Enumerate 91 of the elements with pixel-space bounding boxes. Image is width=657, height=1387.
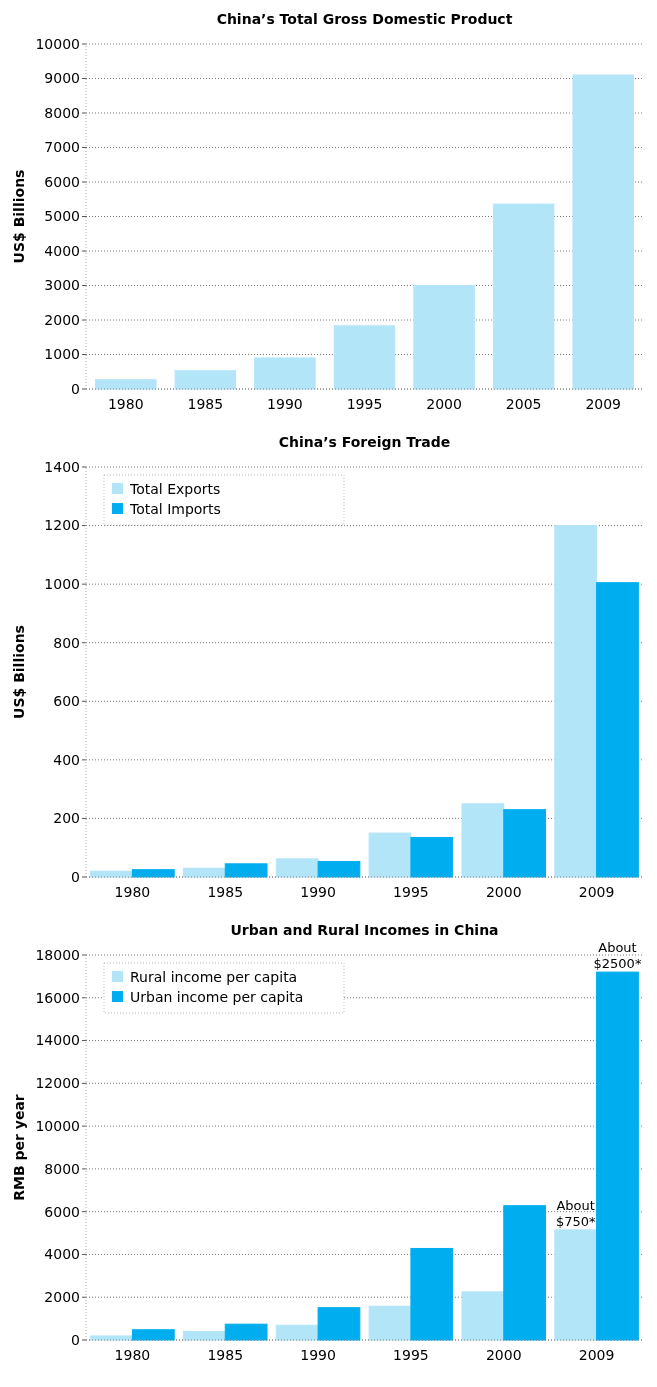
y-tick-label: 400: [53, 751, 80, 768]
bar: [182, 867, 226, 878]
y-tick-label: 12000: [35, 1075, 80, 1092]
x-tick-label: 1995: [393, 1347, 429, 1363]
bar: [224, 1323, 268, 1341]
annotation: About $750*: [555, 1197, 596, 1229]
bar: [275, 858, 319, 878]
chart-title: Urban and Rural Incomes in China: [230, 922, 499, 938]
bar: [174, 370, 237, 390]
y-tick-label: 7000: [44, 139, 80, 156]
bar: [254, 357, 316, 390]
bar: [410, 836, 454, 878]
bar: [275, 1324, 319, 1341]
y-tick-label: 200: [53, 810, 80, 827]
x-tick-label: 2000: [485, 1347, 522, 1363]
annotation: About $2500*: [593, 940, 642, 972]
bar: [492, 203, 555, 390]
y-axis-title: US$ Billions: [11, 625, 27, 719]
bar: [596, 971, 639, 1341]
legend-label: Total Exports: [129, 480, 221, 497]
x-tick-label: 2005: [505, 396, 542, 412]
y-tick-label: 0: [71, 868, 80, 885]
bar: [90, 1335, 133, 1341]
x-tick-label: 1995: [346, 396, 383, 412]
bar: [461, 803, 505, 878]
bar: [131, 869, 175, 878]
bar: [368, 1305, 412, 1341]
y-tick-label: 0: [71, 1331, 80, 1348]
legend-label: Rural income per capita: [130, 968, 298, 985]
x-tick-label: 1980: [114, 1347, 151, 1363]
y-tick-label: 8000: [44, 1160, 80, 1177]
bar: [503, 1205, 547, 1341]
x-tick-label: 1985: [207, 884, 244, 900]
x-tick-label: 2000: [485, 884, 522, 900]
y-tick-label: 600: [53, 693, 80, 710]
y-tick-label: 18000: [35, 946, 80, 963]
legend-label: Urban income per capita: [130, 988, 304, 1005]
bar: [503, 809, 547, 878]
y-axis-title: US$ Billions: [11, 169, 27, 264]
y-tick-label: 14000: [35, 1032, 80, 1049]
bar: [554, 525, 598, 878]
y-tick-label: 1400: [44, 458, 80, 475]
x-tick-label: 1990: [300, 884, 336, 900]
x-tick-label: 1985: [207, 1347, 244, 1363]
x-tick-label: 1985: [187, 396, 224, 412]
y-tick-label: 9000: [44, 70, 80, 87]
bar: [461, 1291, 505, 1341]
legend-label: Total Imports: [129, 500, 221, 517]
chart-title: China’s Foreign Trade: [278, 434, 451, 450]
x-tick-label: 1980: [114, 884, 151, 900]
bar: [317, 860, 361, 878]
bar: [413, 285, 475, 390]
bar: [596, 582, 639, 878]
bar: [572, 74, 634, 390]
y-tick-label: 10000: [35, 1118, 80, 1135]
y-tick-label: 2000: [44, 1289, 80, 1306]
y-tick-label: 0: [71, 380, 80, 397]
bar: [90, 870, 133, 878]
x-tick-label: 1980: [107, 396, 144, 412]
y-tick-label: 5000: [44, 208, 80, 225]
x-tick-label: 2000: [426, 396, 462, 412]
y-tick-label: 10000: [35, 35, 80, 52]
bar: [182, 1330, 226, 1341]
bar: [368, 832, 412, 878]
y-tick-label: 4000: [44, 1246, 80, 1263]
x-tick-label: 2009: [578, 884, 615, 900]
bar: [131, 1329, 175, 1341]
x-tick-label: 2009: [585, 396, 622, 412]
y-tick-label: 3000: [44, 277, 80, 294]
y-tick-label: 1000: [44, 346, 80, 363]
y-axis-title: RMB per year: [11, 1094, 27, 1201]
bar: [554, 1229, 598, 1341]
y-tick-label: 4000: [44, 242, 80, 259]
y-tick-label: 800: [53, 634, 80, 651]
bar: [224, 863, 268, 878]
y-tick-label: 6000: [44, 1203, 80, 1220]
y-tick-label: 1200: [44, 517, 80, 534]
y-tick-label: 1000: [44, 576, 80, 593]
y-tick-label: 6000: [44, 173, 80, 190]
x-tick-label: 1995: [393, 884, 429, 900]
x-tick-label: 1990: [267, 396, 303, 412]
bar: [95, 379, 157, 390]
bar: [333, 325, 396, 390]
bar: [317, 1307, 361, 1341]
bar: [410, 1247, 454, 1341]
x-tick-label: 1990: [300, 1347, 336, 1363]
y-tick-label: 2000: [44, 311, 80, 328]
y-tick-label: 8000: [44, 104, 80, 121]
y-tick-label: 16000: [35, 989, 80, 1006]
x-tick-label: 2009: [578, 1347, 615, 1363]
chart-title: China’s Total Gross Domestic Product: [216, 11, 513, 27]
